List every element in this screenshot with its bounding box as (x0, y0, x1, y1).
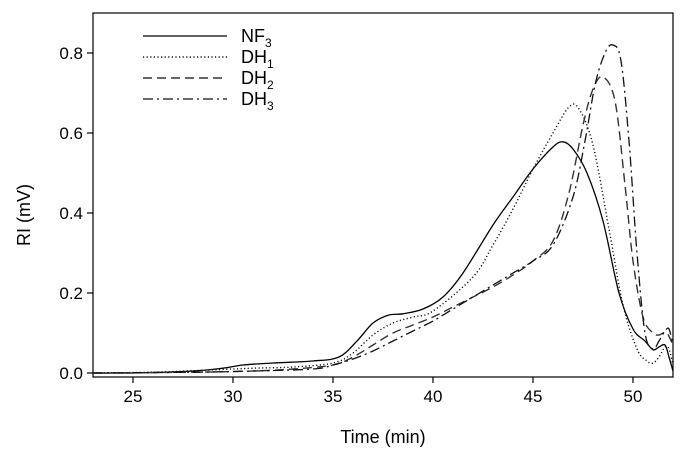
y-tick-label: 0.0 (59, 364, 83, 383)
x-tick-label: 45 (524, 387, 543, 406)
y-axis-label: RI (mV) (14, 184, 34, 246)
legend-label-3: DH2 (241, 68, 274, 92)
series-line-2 (92, 103, 674, 374)
series-line-4 (92, 44, 674, 374)
y-tick-label: 0.2 (59, 284, 83, 303)
x-tick-label: 30 (224, 387, 243, 406)
axes: 25 30 35 40 45 50 0.0 0.2 0.4 0.6 0.8 (59, 12, 674, 406)
y-tick-label: 0.8 (59, 44, 83, 63)
series-lines (92, 44, 674, 374)
x-tick-label: 50 (624, 387, 643, 406)
plot-frame (92, 12, 674, 378)
x-tick-label: 40 (424, 387, 443, 406)
x-tick-label: 35 (324, 387, 343, 406)
y-tick-label: 0.6 (59, 124, 83, 143)
legend-label-4: DH3 (241, 89, 274, 113)
series-line-1 (92, 141, 674, 374)
legend-label-1: NF3 (241, 26, 272, 50)
x-axis-label: Time (min) (340, 427, 425, 447)
legend-label-2: DH1 (241, 47, 274, 71)
x-tick-label: 25 (124, 387, 143, 406)
y-tick-label: 0.4 (59, 204, 83, 223)
